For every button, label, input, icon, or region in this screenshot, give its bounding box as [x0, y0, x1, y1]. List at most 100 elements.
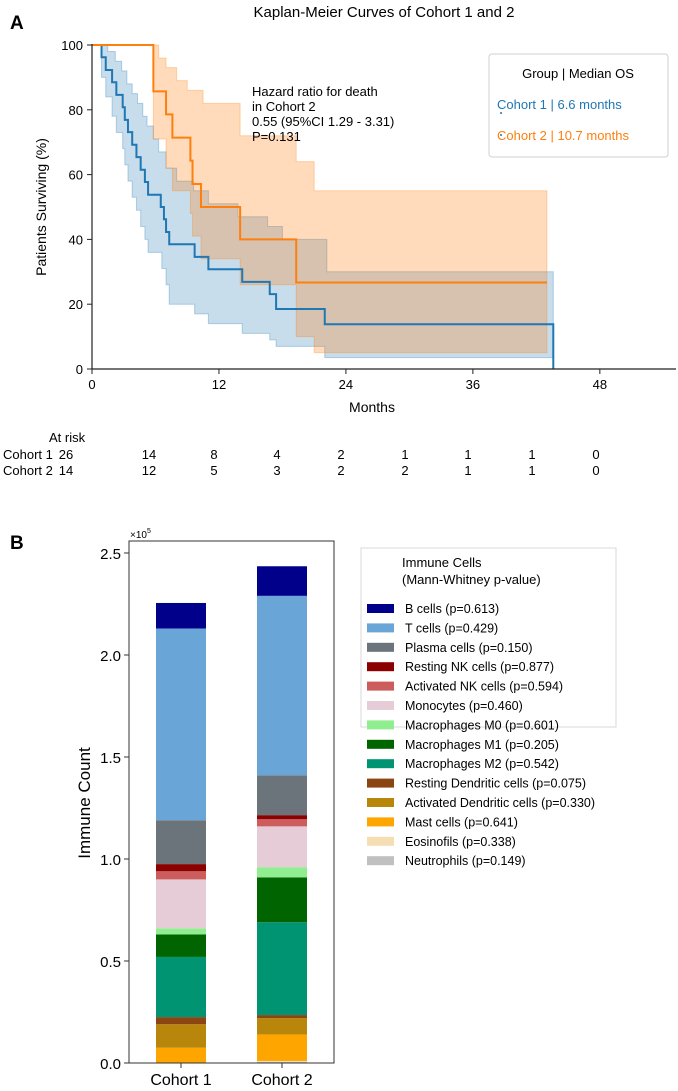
bar-segment — [257, 1015, 307, 1019]
x-tick-label: Cohort 2 — [251, 1072, 312, 1089]
bar-segment — [257, 595, 307, 776]
bar-segment — [156, 934, 206, 957]
bar-plot: 0.0 0.5 1.0 1.5 2.0 2.5 Cohort 1 Cohort 2 Immune… — [75, 540, 335, 1089]
bar-segment — [156, 871, 206, 880]
y-tick-label: 20 — [69, 297, 83, 312]
y-tick-label: 80 — [69, 103, 83, 118]
legend-item-label: Neutrophils (p=0.149) — [405, 854, 526, 868]
legend-swatch — [367, 836, 394, 846]
annotation-line: in Cohort 2 — [252, 99, 316, 114]
legend-item-label: T cells (p=0.429) — [405, 621, 498, 635]
at-risk-value: 3 — [273, 463, 280, 478]
y-tick-label: 40 — [69, 232, 83, 247]
km-legend-item-cohort-2: Cohort 2 | 10.7 months — [497, 128, 630, 143]
at-risk-value: 1 — [401, 447, 408, 462]
at-risk-value: 2 — [337, 447, 344, 462]
bar-segment — [257, 815, 307, 820]
immune-legend-subtitle: (Mann-Whitney p-value) — [402, 572, 541, 587]
y-tick-label: 100 — [61, 38, 83, 53]
y-tick-label: 2.0 — [100, 648, 121, 665]
km-legend-title: Group | Median OS — [522, 66, 634, 81]
km-legend-item-cohort-1: Cohort 1 | 6.6 months — [497, 97, 622, 112]
ci-band-1 — [92, 44, 554, 359]
legend-swatch — [367, 642, 394, 652]
immune-legend-title: Immune Cells — [402, 555, 482, 570]
at-risk-value: 1 — [464, 463, 471, 478]
at-risk-value: 14 — [59, 463, 73, 478]
legend-swatch — [367, 856, 394, 866]
y-multiplier: ×105 — [130, 528, 151, 541]
y-tick-label: 1.0 — [100, 852, 121, 869]
x-tick-label: 12 — [212, 377, 226, 392]
bar-segment — [257, 819, 307, 827]
bar-segment — [156, 879, 206, 929]
km-legend: Group | Median OS Cohort 1 | 6.6 months … — [488, 53, 669, 158]
legend-swatch — [367, 604, 394, 613]
bar-segment — [156, 628, 206, 821]
x-tick-label: Cohort 1 — [150, 1072, 211, 1089]
bar-segment — [257, 826, 307, 868]
legend-swatch — [367, 623, 394, 633]
legend-swatch — [367, 720, 394, 730]
at-risk-value: 2 — [401, 463, 408, 478]
bar-segment — [257, 1034, 307, 1061]
bar-segment — [257, 867, 307, 878]
annotation-line: P=0.131 — [252, 129, 301, 144]
at-risk-value: 1 — [528, 447, 535, 462]
bar-segment — [257, 775, 307, 816]
bar-segment — [257, 877, 307, 923]
at-risk-value: 0 — [592, 463, 599, 478]
legend-item-label: Activated NK cells (p=0.594) — [405, 680, 563, 694]
at-risk-table: At risk Cohort 1 Cohort 2 26 14 8 4 2 1 1 1 014 1… — [3, 430, 600, 478]
y-axis-label: Patients Surviving (%) — [33, 138, 49, 276]
km-legend-marker-cohort-2 — [500, 134, 502, 136]
panel-a-letter: A — [10, 13, 24, 34]
legend-item-label: Macrophages M0 (p=0.601) — [405, 718, 559, 732]
legend-item-label: Resting Dendritic cells (p=0.075) — [405, 777, 586, 791]
legend-item-label: Activated Dendritic cells (p=0.330) — [405, 796, 595, 810]
at-risk-value: 5 — [210, 463, 217, 478]
plot-frame — [128, 540, 335, 1064]
bar-segment — [156, 1047, 206, 1063]
legend-item-label: Mast cells (p=0.641) — [405, 815, 518, 829]
hazard-annotation: Hazard ratio for death in Cohort 2 0.55 … — [252, 84, 394, 144]
at-risk-value: 1 — [464, 447, 471, 462]
y-tick-label: 2.5 — [100, 546, 121, 563]
bar-segment — [156, 1024, 206, 1048]
y-multiplier-base: ×10 — [130, 530, 147, 541]
y-axis-label: Immune Count — [75, 747, 94, 859]
y-multiplier-exp: 5 — [147, 528, 151, 535]
at-risk-row-label: Cohort 1 — [3, 447, 53, 462]
bar-segment — [257, 922, 307, 1016]
legend-swatch — [367, 798, 394, 807]
legend-item-label: Plasma cells (p=0.150) — [405, 641, 533, 655]
bar-segment — [156, 820, 206, 865]
survival-line-cohort-1 — [92, 44, 555, 369]
y-tick-label: 60 — [69, 168, 83, 183]
y-tick-label: 0.5 — [100, 954, 121, 971]
bar-segment — [156, 602, 206, 629]
x-tick-label: 48 — [593, 377, 607, 392]
bar-segment — [257, 1018, 307, 1035]
bar-segment — [257, 1060, 307, 1062]
at-risk-row-label: Cohort 2 — [3, 463, 53, 478]
legend-swatch — [367, 701, 394, 710]
legend-item-label: Macrophages M2 (p=0.542) — [405, 757, 559, 771]
at-risk-value: 26 — [59, 447, 73, 462]
at-risk-header: At risk — [49, 430, 86, 445]
immune-legend-frame — [360, 547, 617, 728]
bar-segment — [257, 566, 307, 596]
legend-item-label: Macrophages M1 (p=0.205) — [405, 738, 559, 752]
legend-swatch — [367, 817, 394, 827]
at-risk-value: 0 — [592, 447, 599, 462]
panel-b-letter: B — [10, 533, 24, 554]
y-tick-label: 0.0 — [100, 1056, 121, 1073]
annotation-line: Hazard ratio for death — [252, 84, 378, 99]
at-risk-value: 8 — [210, 447, 217, 462]
at-risk-value: 1 — [528, 463, 535, 478]
legend-swatch — [367, 739, 394, 749]
km-legend-frame — [488, 53, 669, 158]
legend-item-label: B cells (p=0.613) — [405, 602, 499, 616]
km-title: Kaplan-Meier Curves of Cohort 1 and 2 — [254, 4, 515, 21]
y-tick-label: 0 — [76, 362, 83, 377]
